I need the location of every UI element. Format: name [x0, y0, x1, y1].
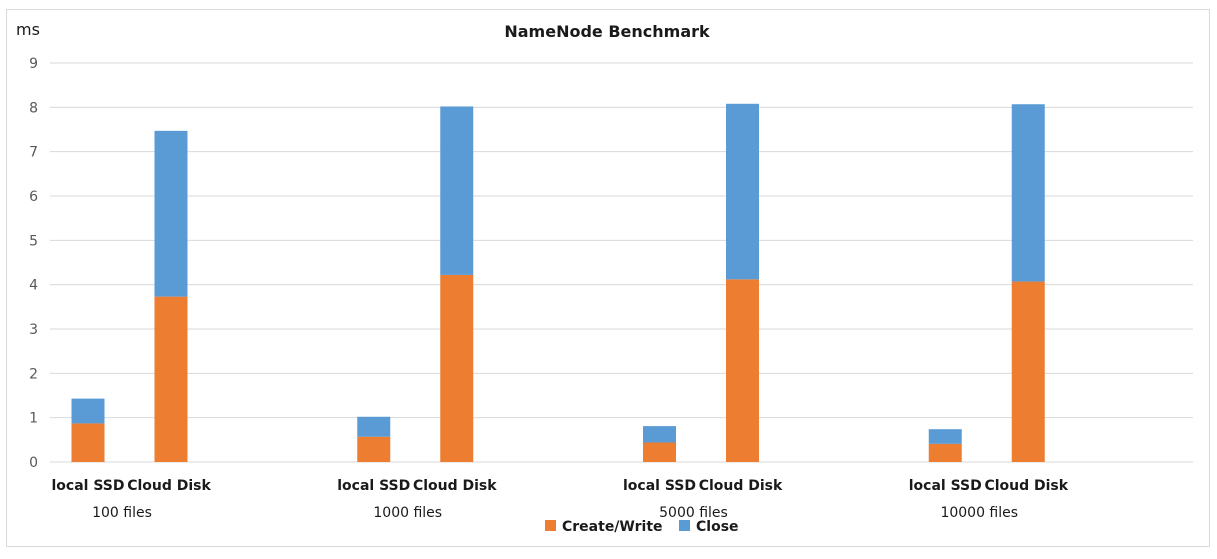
bar-close — [357, 416, 391, 437]
bar-create-write — [928, 443, 962, 462]
bar-close — [928, 429, 962, 444]
bar-create-write — [440, 274, 474, 462]
category-label: Cloud Disk — [984, 478, 1068, 494]
category-label: Cloud Disk — [127, 478, 211, 494]
y-tick-label: 4 — [29, 278, 38, 294]
bar-create-write — [71, 423, 105, 462]
bar-create-write — [357, 436, 391, 462]
legend-label: Create/Write — [562, 519, 663, 535]
category-label: Cloud Disk — [699, 478, 783, 494]
y-tick-label: 6 — [29, 189, 38, 205]
y-tick-label: 3 — [29, 322, 38, 338]
bar-create-write — [726, 279, 759, 462]
y-tick-label: 7 — [29, 145, 38, 161]
bar-create-write — [1011, 281, 1045, 462]
y-axis-unit-label: ms — [16, 20, 40, 39]
chart-title: NameNode Benchmark — [504, 22, 710, 41]
bar-close — [1011, 104, 1045, 282]
category-label: Cloud Disk — [413, 478, 497, 494]
chart-frame — [6, 9, 1210, 547]
y-tick-label: 2 — [29, 366, 38, 382]
y-tick-label: 8 — [29, 100, 38, 116]
group-label: 10000 files — [940, 505, 1018, 521]
legend-swatch — [545, 520, 556, 531]
group-label: 1000 files — [373, 505, 442, 521]
legend-swatch — [679, 520, 690, 531]
bar-close — [154, 130, 188, 297]
legend: Create/Write Close — [545, 519, 739, 535]
bar-create-write — [643, 442, 676, 462]
bars — [71, 103, 1045, 462]
group-label: 5000 files — [659, 505, 728, 521]
y-axis-ticks: 0 1 2 3 4 5 6 7 8 9 — [29, 56, 38, 471]
category-label: local SSD — [337, 478, 410, 494]
bar-close — [726, 103, 759, 280]
group-label: 100 files — [92, 505, 152, 521]
legend-label: Close — [696, 519, 739, 535]
y-tick-label: 5 — [29, 233, 38, 249]
category-label: local SSD — [623, 478, 696, 494]
y-tick-label: 0 — [29, 455, 38, 471]
bar-close — [71, 398, 105, 424]
y-tick-label: 9 — [29, 56, 38, 72]
category-label: local SSD — [52, 478, 125, 494]
bar-close — [643, 426, 676, 443]
category-label: local SSD — [909, 478, 982, 494]
bar-create-write — [154, 296, 188, 462]
gridlines — [50, 62, 1193, 463]
bar-close — [440, 106, 474, 275]
y-tick-label: 1 — [29, 411, 38, 427]
